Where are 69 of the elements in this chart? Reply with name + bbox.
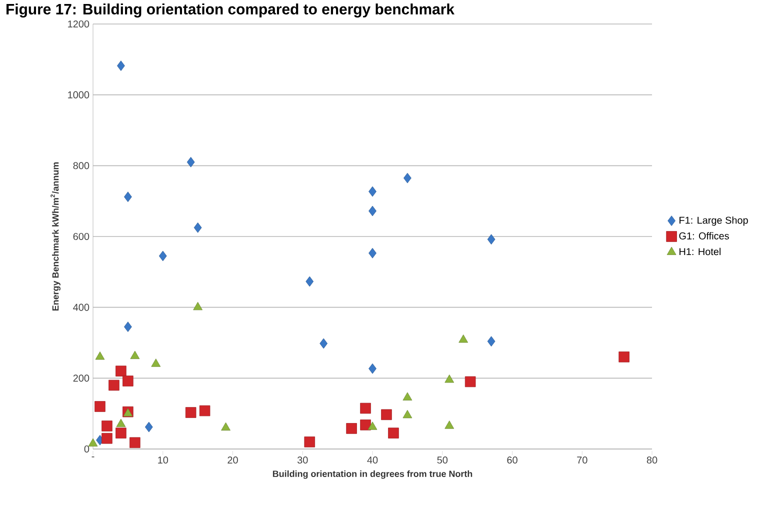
point (360, 420, 371, 430)
point (116, 366, 126, 376)
point (404, 172, 412, 184)
point (186, 156, 195, 168)
point (124, 192, 132, 202)
point (346, 423, 357, 434)
x-tick-label: 50 (437, 456, 448, 464)
point (360, 402, 371, 414)
point (95, 352, 105, 360)
point (402, 410, 412, 418)
point (368, 186, 376, 197)
point (487, 234, 496, 245)
point (368, 206, 376, 216)
x-tick-label: 70 (577, 456, 588, 464)
y-tick-label: 0 (84, 445, 90, 453)
y-axis-title: Energy Benchmark kWh/m$^{2}$/annum (50, 162, 60, 311)
x-tick-label: 20 (228, 456, 238, 464)
point (368, 363, 376, 374)
point (124, 322, 132, 332)
point (487, 336, 496, 347)
x-tick-label: 60 (507, 456, 518, 464)
y-tick-label: 600 (73, 232, 90, 240)
y-tick-label: 1000 (68, 91, 90, 98)
point (185, 407, 196, 418)
point (199, 405, 210, 416)
point (444, 374, 454, 383)
point (368, 248, 376, 258)
point (144, 422, 153, 432)
point (618, 352, 630, 362)
point (130, 350, 140, 359)
point (88, 438, 98, 446)
legend-label: G1: Offices (679, 232, 729, 240)
point (102, 420, 112, 432)
legend-label: F1: Large Shop (680, 216, 748, 226)
point (194, 222, 202, 233)
point (116, 428, 126, 438)
point (158, 250, 167, 262)
point (402, 392, 412, 400)
point (117, 60, 125, 71)
point (116, 418, 126, 427)
point (444, 420, 454, 429)
x-tick-label: 10 (158, 456, 168, 464)
point (94, 401, 106, 412)
point (464, 376, 476, 388)
y-tick-label: 1200 (68, 20, 90, 28)
point (221, 422, 230, 431)
chart-title: Figure 17: Building orientation compared to energy benchmark (6, 4, 454, 18)
point (108, 380, 120, 391)
point (102, 432, 112, 444)
y-tick-label: 200 (73, 374, 90, 382)
point (388, 428, 399, 438)
point (193, 302, 202, 310)
x-tick-label: 30 (297, 456, 308, 464)
point (122, 376, 134, 386)
x-tick-label: 40 (367, 456, 378, 464)
y-tick-label: 400 (73, 304, 90, 311)
point (151, 358, 161, 367)
point (320, 338, 328, 349)
point (368, 422, 378, 430)
point (304, 436, 315, 448)
point (381, 409, 392, 420)
y-tick-label: 800 (73, 162, 90, 170)
x-tick-label: - (92, 456, 94, 458)
x-axis-title: Building orientation in degrees from true North (272, 470, 472, 479)
legend-label: H1: Hotel (680, 248, 721, 256)
point (306, 276, 314, 287)
point (130, 437, 140, 448)
point (458, 334, 468, 343)
x-tick-label: 80 (646, 456, 658, 464)
